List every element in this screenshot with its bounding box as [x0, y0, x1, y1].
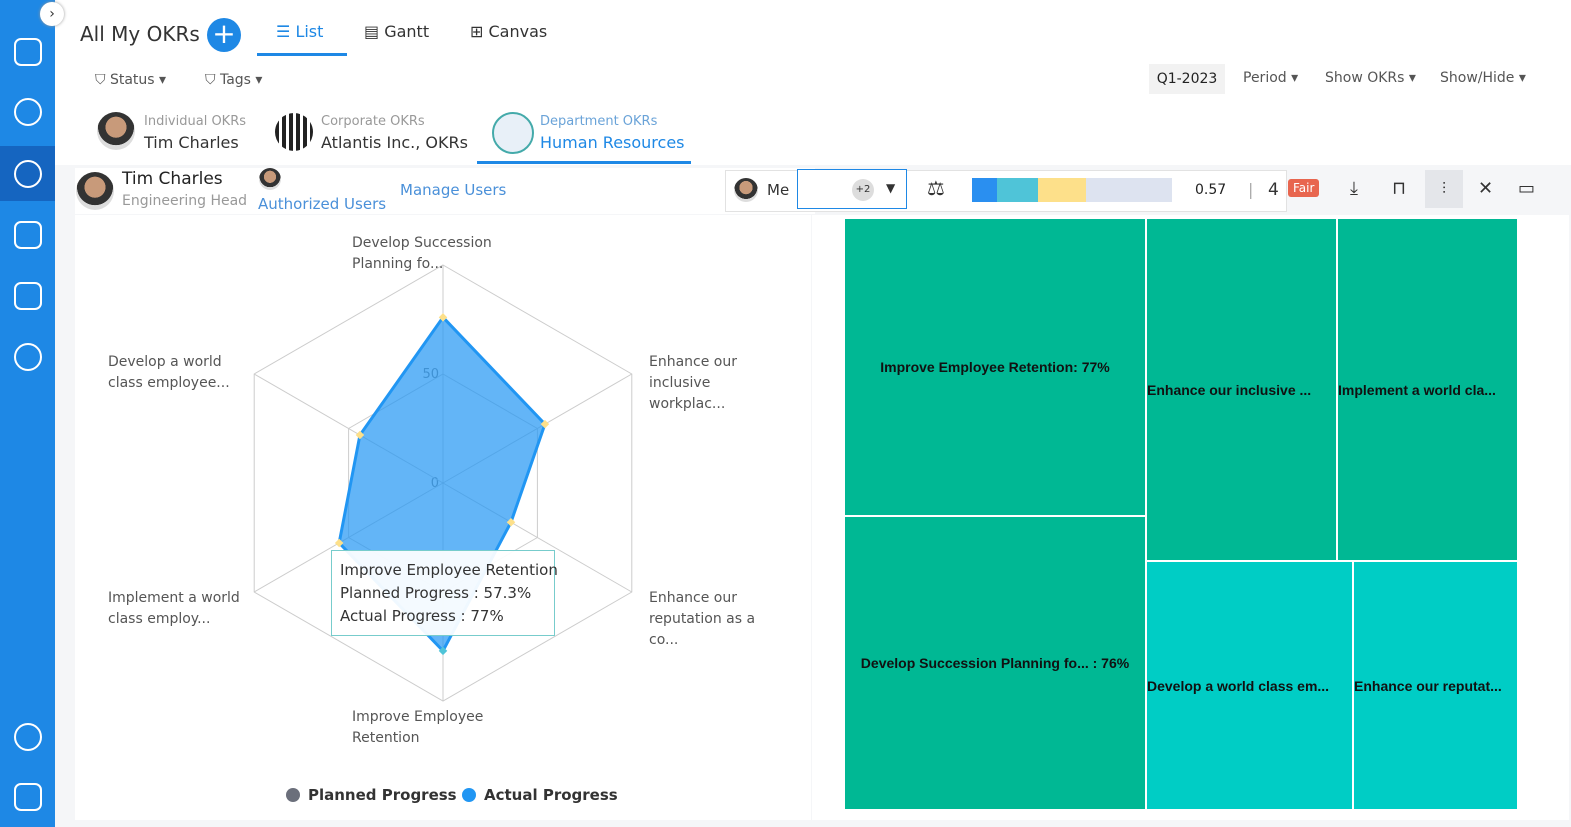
- view-tab[interactable]: ▤ Gantt: [364, 22, 430, 41]
- avatar: [259, 168, 281, 190]
- menu-label: Show/Hide: [1440, 70, 1515, 86]
- menu[interactable]: Period ▾: [1243, 70, 1299, 86]
- legend-item[interactable]: Planned Progress: [286, 786, 457, 804]
- tasks-icon[interactable]: [14, 221, 42, 249]
- view-tab[interactable]: ☰ List: [276, 22, 324, 41]
- treemap-cell: Develop Succession Planning fo... : 76%: [844, 516, 1146, 810]
- legend-label: Planned Progress: [308, 786, 457, 804]
- authorized-users[interactable]: Authorized Users: [258, 195, 387, 213]
- view-label: Gantt: [384, 22, 430, 41]
- radar-point: [540, 419, 550, 429]
- page-title: All My OKRs: [80, 22, 200, 46]
- treemap-cell: Enhance our inclusive ...: [1146, 218, 1337, 561]
- treemap-label: Enhance our reputat...: [1354, 677, 1502, 694]
- filter[interactable]: ⛉ Status ▾: [95, 72, 167, 88]
- radar-point: [334, 538, 344, 548]
- filters-icon[interactable]: [14, 783, 42, 811]
- radar-axis-label: Enhance our inclusive workplac...: [649, 354, 737, 412]
- okr-name[interactable]: Atlantis Inc., OKRs: [321, 133, 468, 152]
- ideas-icon[interactable]: [14, 98, 42, 126]
- okr-icon[interactable]: [14, 160, 42, 188]
- okr-kind[interactable]: Individual OKRs: [144, 114, 247, 129]
- collapse-icon[interactable]: ✕: [1478, 178, 1494, 199]
- me-filter[interactable]: Me: [767, 181, 790, 199]
- treemap-label: Implement a world cla...: [1338, 381, 1496, 398]
- treemap-cell: Enhance our reputat...: [1353, 561, 1518, 810]
- balance-icon[interactable]: ⚖: [927, 176, 945, 200]
- user-role: Engineering Head: [122, 193, 248, 209]
- caret[interactable]: ▼: [886, 181, 896, 195]
- menu[interactable]: Show OKRs ▾: [1325, 70, 1416, 86]
- settings-icon[interactable]: [14, 723, 42, 751]
- tab-underline: [257, 53, 347, 56]
- sidebar: [0, 0, 55, 827]
- tooltip: Improve Employee Retention Planned Progr…: [331, 550, 558, 636]
- chat-icon[interactable]: [14, 282, 42, 310]
- dept-logo: [492, 112, 534, 154]
- view-tab[interactable]: ⊞ Canvas: [470, 22, 548, 41]
- comment-icon[interactable]: ▭: [1518, 178, 1536, 199]
- radar-point: [438, 313, 448, 322]
- menu[interactable]: Show/Hide ▾: [1440, 70, 1526, 86]
- rating: Fair: [1288, 179, 1320, 197]
- download-icon[interactable]: ⤓: [1350, 178, 1358, 199]
- filter-label: Tags: [219, 72, 251, 88]
- treemap-cell: Improve Employee Retention: 77%: [844, 218, 1146, 516]
- treemap-label: Develop Succession Planning fo... : 76%: [860, 655, 1130, 671]
- user-name: Tim Charles: [122, 169, 223, 189]
- quarter[interactable]: Q1-2023: [1149, 64, 1225, 94]
- corp-logo: [275, 113, 313, 151]
- tooltip-title: Improve Employee Retention: [340, 561, 558, 579]
- treemap-label: Enhance our inclusive ...: [1147, 381, 1312, 398]
- okr-kind[interactable]: Corporate OKRs: [321, 114, 425, 129]
- view-label: Canvas: [488, 22, 548, 41]
- view-label: List: [295, 22, 324, 41]
- menu-label: Show OKRs: [1325, 70, 1405, 86]
- present-icon[interactable]: ⊓: [1392, 178, 1407, 199]
- avatar: [734, 178, 758, 202]
- score: 0.57: [1195, 182, 1227, 198]
- progress-bar: [972, 178, 1172, 202]
- avatar: [97, 112, 135, 150]
- okr-name[interactable]: Tim Charles: [144, 133, 239, 152]
- tab-underline: [477, 161, 691, 164]
- treemap-label: Improve Employee Retention: 77%: [880, 359, 1110, 375]
- radar-axis-label: Improve Employee Retention: [352, 709, 484, 746]
- dashboard-icon[interactable]: [14, 343, 42, 371]
- radar-axis-label: Enhance our reputation as a co...: [649, 590, 756, 648]
- treemap-cell: Implement a world cla...: [1337, 218, 1518, 561]
- menu-label: Period: [1243, 70, 1287, 86]
- extra-count: +2: [852, 179, 874, 201]
- add-button[interactable]: +: [207, 18, 241, 52]
- radar-axis-label: Develop a world class employee...: [108, 354, 230, 391]
- okr-name[interactable]: Human Resources: [540, 133, 685, 152]
- radar-axis-label: Develop Succession Planning fo...: [352, 235, 492, 272]
- filter-label: Status: [109, 72, 155, 88]
- legend-item[interactable]: Actual Progress: [462, 786, 618, 804]
- collapse-button[interactable]: ›: [40, 2, 64, 26]
- treemap-cell: Develop a world class em...: [1146, 561, 1353, 810]
- manage-users[interactable]: Manage Users: [400, 181, 507, 199]
- user-select[interactable]: [797, 169, 907, 209]
- okr-kind[interactable]: Department OKRs: [540, 114, 658, 129]
- home-icon[interactable]: [14, 38, 42, 66]
- legend-label: Actual Progress: [484, 786, 618, 804]
- radar-point: [506, 517, 516, 527]
- radar-point: [355, 430, 365, 440]
- user-bar: [75, 168, 815, 214]
- avatar: [76, 172, 114, 210]
- radar-point: [438, 646, 448, 656]
- tooltip-line: Planned Progress : 57.3%: [340, 584, 532, 602]
- okr-count: 4: [1268, 180, 1279, 200]
- tooltip-line: Actual Progress : 77%: [340, 607, 504, 625]
- filter[interactable]: ⛉ Tags ▾: [205, 72, 263, 88]
- divider: |: [1248, 180, 1254, 199]
- radar-axis-label: Implement a world class employ...: [108, 590, 240, 627]
- chart-icon[interactable]: ⫶: [1425, 170, 1463, 208]
- treemap-label: Develop a world class em...: [1147, 677, 1330, 694]
